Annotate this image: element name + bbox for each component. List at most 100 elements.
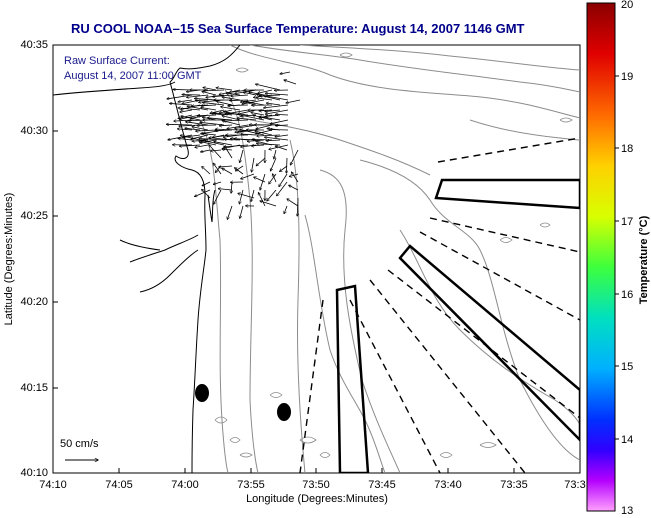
- current-time: August 14, 2007 11:00 GMT: [64, 70, 202, 82]
- current-vector: [209, 145, 222, 159]
- current-vector: [259, 117, 281, 121]
- current-vector: [238, 193, 255, 199]
- current-vector: [239, 189, 244, 204]
- current-vector: [284, 80, 297, 85]
- current-vector: [226, 93, 241, 96]
- current-vector: [235, 168, 244, 175]
- current-vector: [195, 144, 209, 147]
- current-vector: [179, 145, 201, 146]
- current-vector: [222, 168, 233, 175]
- current-vector: [180, 135, 201, 141]
- current-vector: [195, 100, 209, 101]
- current-vector: [286, 157, 287, 173]
- current-vector: [290, 149, 299, 165]
- current-vector: [276, 125, 289, 126]
- x-tick: 74:10: [39, 479, 67, 491]
- current-vector: [221, 107, 241, 111]
- current-vector: [241, 115, 265, 121]
- colorbar-label: Temperature (°C): [638, 215, 650, 304]
- current-vector: [291, 172, 299, 183]
- current-vector: [255, 131, 273, 136]
- current-vector: [258, 89, 273, 93]
- current-vector: [195, 189, 211, 196]
- colorbar-tick: 14: [621, 434, 633, 446]
- current-vector: [202, 133, 217, 136]
- current-vector: [197, 125, 217, 126]
- colorbar-gradient: [586, 2, 616, 512]
- current-vector: [241, 134, 257, 135]
- current-vector: [224, 120, 249, 121]
- colorbar: 20 19 18 17 16 15 14 13: [586, 0, 633, 517]
- current-vector: [216, 88, 233, 91]
- current-vector: [231, 95, 249, 96]
- current-vector: [275, 146, 288, 151]
- current-vector: [251, 189, 255, 201]
- current-vector: [207, 118, 233, 121]
- current-vector: [264, 104, 289, 108]
- current-vector: [202, 92, 217, 96]
- x-tick: 73:45: [368, 479, 396, 491]
- y-tick: 40:10: [20, 467, 48, 479]
- current-vector: [275, 134, 289, 137]
- current-vector: [284, 205, 288, 214]
- current-vector: [240, 130, 265, 136]
- current-vector: [186, 122, 209, 126]
- current-vector: [201, 105, 217, 106]
- current-vector: [238, 109, 257, 114]
- x-axis-label: Longitude (Degrees:Minutes): [246, 493, 388, 505]
- current-vector: [260, 173, 266, 190]
- surface-current-vectors: [166, 71, 301, 219]
- current-vector: [227, 205, 233, 219]
- current-vector: [218, 189, 233, 190]
- colorbar-tick: 16: [621, 289, 633, 301]
- current-vector: [240, 205, 244, 218]
- current-vector: [257, 144, 281, 145]
- current-vector: [254, 177, 266, 183]
- current-vector: [251, 157, 255, 172]
- current-vector: [187, 94, 209, 97]
- current-vector: [187, 106, 209, 111]
- current-vector: [211, 150, 222, 151]
- current-vector: [280, 165, 288, 171]
- current-vector: [202, 189, 211, 199]
- current-vector: [289, 185, 299, 191]
- current-vector: [235, 124, 257, 129]
- current-vector: [201, 107, 217, 111]
- map-plot-area: [52, 44, 581, 474]
- current-vector: [240, 149, 244, 162]
- current-vector: [265, 93, 289, 96]
- current-vector: [180, 114, 201, 119]
- current-vector: [260, 201, 277, 207]
- zone-box-south: [335, 284, 370, 473]
- current-vector: [219, 166, 233, 167]
- y-tick: 40:35: [20, 39, 48, 51]
- x-tick: 73:3: [564, 479, 585, 491]
- current-vector: [181, 116, 201, 121]
- current-vector: [265, 109, 289, 114]
- colorbar-tick: 17: [621, 216, 633, 228]
- x-tick: 74:05: [105, 479, 133, 491]
- y-tick: 40:30: [20, 125, 48, 137]
- current-vector: [276, 114, 289, 115]
- current-vector: [213, 163, 222, 175]
- current-vector: [219, 125, 233, 126]
- current-vector: [270, 119, 289, 124]
- current-vector: [180, 109, 193, 112]
- current-vector: [215, 129, 241, 130]
- current-vector: [203, 102, 225, 106]
- current-vector: [202, 167, 211, 175]
- y-axis-label: Latitude (Degrees:Minutes): [3, 193, 15, 326]
- current-vector: [213, 181, 222, 184]
- current-vector: [258, 193, 266, 207]
- current-vector: [263, 96, 289, 101]
- current-vector: [251, 145, 265, 146]
- current-vector: [251, 113, 265, 116]
- zone-outlines: [335, 178, 580, 473]
- x-axis: 74:10 74:05 74:00 73:55 73:50 73:45 73:4…: [39, 468, 586, 491]
- current-vector: [265, 109, 281, 112]
- current-vector: [266, 140, 281, 141]
- current-vector: [270, 157, 277, 171]
- current-vector: [237, 118, 257, 121]
- current-vector: [222, 120, 241, 126]
- current-vector: [256, 157, 266, 166]
